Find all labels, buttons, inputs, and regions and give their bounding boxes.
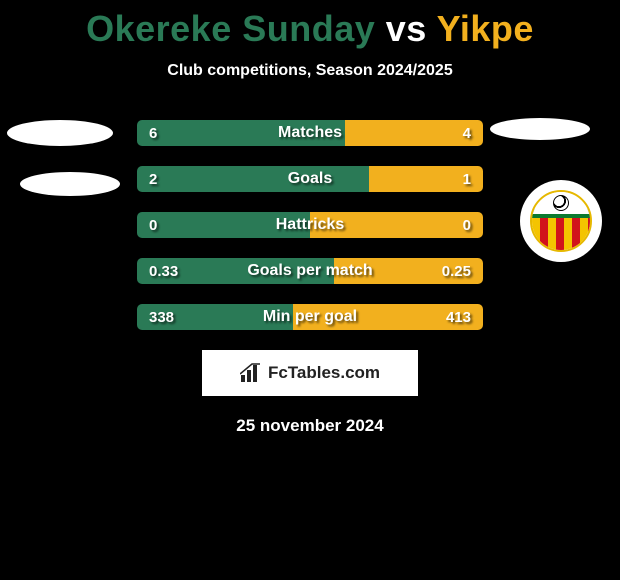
brand-box: FcTables.com: [202, 350, 418, 396]
stat-row: 338413Min per goal: [137, 304, 483, 330]
stat-segment-left: [137, 166, 369, 192]
title-vs: vs: [375, 8, 436, 49]
stat-row: 21Goals: [137, 166, 483, 192]
brand-text: FcTables.com: [268, 363, 380, 383]
stat-row: 00Hattricks: [137, 212, 483, 238]
club-badge: [520, 180, 602, 262]
decor-oval-right-1: [490, 118, 590, 140]
stat-segment-right: [345, 120, 483, 146]
subtitle: Club competitions, Season 2024/2025: [0, 62, 620, 80]
decor-oval-left-1: [7, 120, 113, 146]
bar-chart-icon: [240, 363, 262, 383]
stat-segment-right: [334, 258, 483, 284]
stat-segment-right: [369, 166, 483, 192]
stat-segment-right: [293, 304, 483, 330]
decor-oval-left-2: [20, 172, 120, 196]
stat-segment-left: [137, 258, 334, 284]
stat-bars: 64Matches 21Goals 00Hattricks 0.330.25Goals…: [137, 120, 483, 330]
stat-segment-right: [310, 212, 483, 238]
stat-row: 0.330.25Goals per match: [137, 258, 483, 284]
stats-area: 64Matches 21Goals 00Hattricks 0.330.25Goals…: [0, 120, 620, 330]
title-player2: Yikpe: [437, 8, 534, 49]
stat-segment-left: [137, 212, 310, 238]
page-title: Okereke Sunday vs Yikpe: [0, 0, 620, 50]
date-line: 25 november 2024: [0, 416, 620, 436]
stat-segment-left: [137, 120, 345, 146]
stat-segment-left: [137, 304, 293, 330]
club-crest-icon: [530, 190, 592, 252]
stat-row: 64Matches: [137, 120, 483, 146]
title-player1: Okereke Sunday: [86, 8, 375, 49]
